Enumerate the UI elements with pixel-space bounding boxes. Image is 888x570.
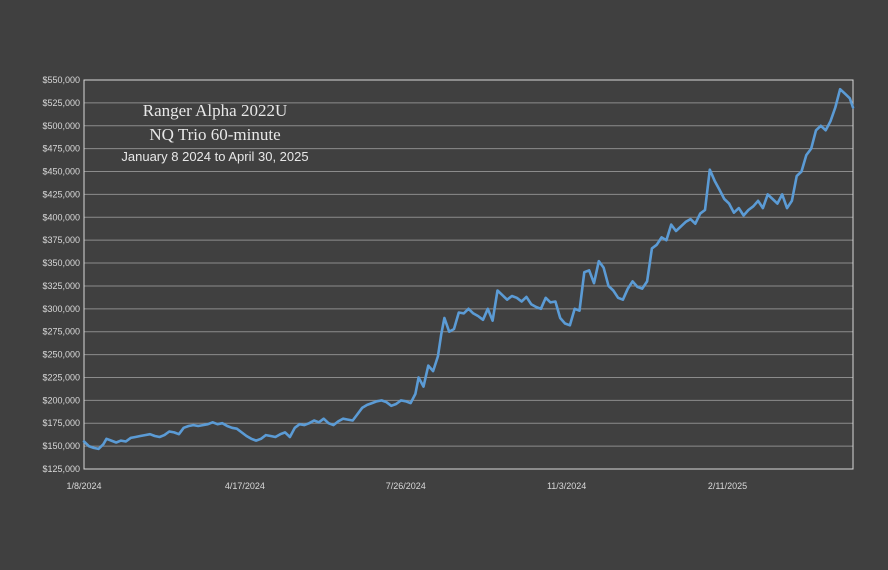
x-tick-label: 4/17/2024 xyxy=(225,481,265,491)
y-tick-label: $325,000 xyxy=(42,281,80,291)
y-tick-label: $475,000 xyxy=(42,144,80,154)
x-axis-ticks: 1/8/2024 4/17/2024 7/26/2024 11/3/2024 2/11/… xyxy=(66,481,747,491)
gridlines xyxy=(84,102,853,447)
x-tick-label: 7/26/2024 xyxy=(386,481,426,491)
y-tick-label: $200,000 xyxy=(42,395,80,405)
y-tick-label: $175,000 xyxy=(42,418,80,428)
chart-title-line-2: NQ Trio 60-minute xyxy=(149,125,280,144)
y-tick-label: $250,000 xyxy=(42,350,80,360)
y-axis-ticks: $125,000 $150,000 $175,000 $200,000 $225,000… xyxy=(42,75,80,474)
x-tick-label: 11/3/2024 xyxy=(547,481,586,491)
equity-line xyxy=(82,87,855,451)
y-tick-label: $125,000 xyxy=(42,464,80,474)
y-tick-label: $500,000 xyxy=(42,121,80,131)
y-tick-label: $350,000 xyxy=(42,258,80,268)
y-tick-label: $550,000 xyxy=(42,75,80,85)
y-tick-label: $400,000 xyxy=(42,212,80,222)
y-tick-label: $375,000 xyxy=(42,235,80,245)
chart-title-line-1: Ranger Alpha 2022U xyxy=(143,101,287,120)
plot-area-border xyxy=(83,79,854,470)
x-tick-label: 2/11/2025 xyxy=(708,481,747,491)
y-tick-label: $275,000 xyxy=(42,327,80,337)
y-tick-label: $525,000 xyxy=(42,98,80,108)
y-tick-label: $450,000 xyxy=(42,167,80,177)
y-tick-label: $225,000 xyxy=(42,372,80,382)
x-tick-label: 1/8/2024 xyxy=(66,481,101,491)
y-tick-label: $425,000 xyxy=(42,189,80,199)
chart-title-line-3: January 8 2024 to April 30, 2025 xyxy=(121,149,308,164)
y-tick-label: $150,000 xyxy=(42,441,80,451)
y-tick-label: $300,000 xyxy=(42,304,80,314)
